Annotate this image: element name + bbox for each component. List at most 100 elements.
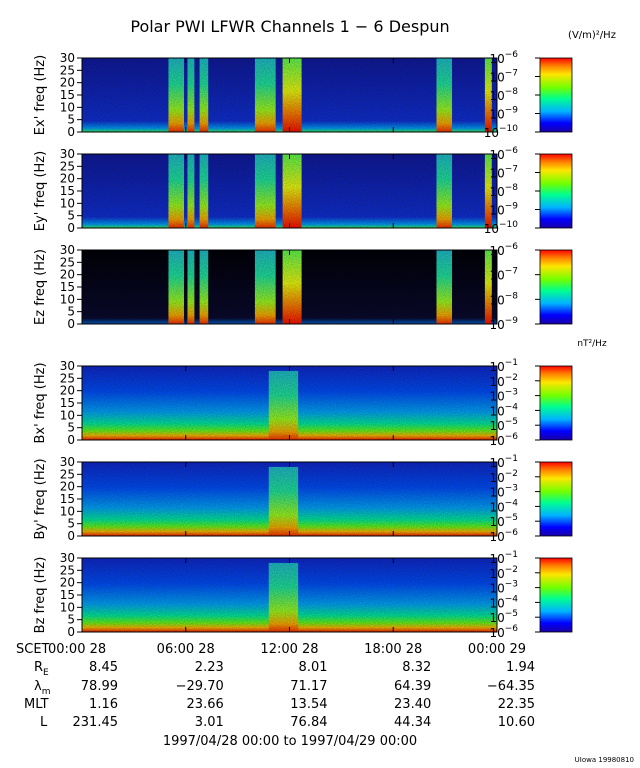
noise-texture — [82, 366, 497, 440]
y-tick-label: 10 — [60, 100, 75, 114]
y-axis-label: Ey' freq (Hz) — [33, 151, 48, 231]
colorbar-tick-label: 10−4 — [489, 594, 518, 610]
date-range: 1997/04/28 00:00 to 1997/04/29 00:00 — [163, 734, 417, 749]
colorbar-tick-label: 10−6 — [489, 432, 518, 448]
colorbar-unit-magnetic: nT²/Hz — [577, 339, 607, 349]
l-label: L — [40, 715, 48, 730]
y-tick-label: 20 — [60, 268, 75, 282]
colorbar-tick-label: 10−8 — [489, 291, 518, 307]
re-label: RE — [34, 660, 49, 678]
colorbar-tick-label: 10−5 — [489, 609, 518, 625]
colorbar-tick-label: 10−6 — [489, 146, 518, 162]
l-value: 76.84 — [290, 715, 327, 730]
y-axis-label: Bx' freq (Hz) — [33, 362, 48, 443]
ephemeris-table: SCET RE λm MLT L 00:00 28 8.45 78.99 1.16 23… — [16, 642, 535, 730]
y-tick-label: 10 — [60, 600, 75, 614]
y-tick-label: 0 — [67, 529, 75, 543]
colorbar — [539, 249, 573, 325]
re-value: 1.94 — [506, 660, 535, 675]
y-tick-label: 15 — [60, 588, 75, 602]
y-tick-label: 5 — [67, 113, 75, 127]
y-tick-label: 25 — [60, 467, 75, 481]
y-tick-label: 0 — [67, 433, 75, 447]
colorbar-tick-label: 10−4 — [489, 402, 518, 418]
noise-texture — [82, 154, 497, 228]
y-tick-label: 15 — [60, 280, 75, 294]
colorbar-tick-label: 10−3 — [489, 388, 518, 404]
colorbar-tick-label: 10−10 — [484, 124, 519, 140]
y-tick-label: 0 — [67, 625, 75, 639]
colorbar-tick-label: 10−1 — [489, 454, 518, 470]
y-tick-label: 5 — [67, 209, 75, 223]
figure-title: Polar PWI LFWR Channels 1 − 6 Despun — [130, 17, 449, 36]
l-value: 10.60 — [498, 715, 535, 730]
colorbar — [539, 153, 573, 229]
colorbar-tick-label: 10−10 — [484, 220, 519, 236]
y-tick-label: 25 — [60, 371, 75, 385]
colorbar-tick-label: 10−9 — [489, 202, 518, 218]
l-value: 44.34 — [394, 715, 431, 730]
colorbar-tick-label: 10−5 — [489, 513, 518, 529]
y-tick-label: 25 — [60, 63, 75, 77]
scet-value: 06:00 28 — [157, 642, 215, 657]
y-tick-label: 10 — [60, 504, 75, 518]
credit-stamp: UIowa 19980810 — [575, 756, 634, 764]
y-tick-label: 30 — [60, 551, 75, 565]
colorbar-tick-label: 10−9 — [489, 106, 518, 122]
y-axis-label: Ex' freq (Hz) — [33, 55, 48, 135]
lambda-value: 64.39 — [394, 679, 431, 694]
scet-value: 00:00 28 — [48, 642, 106, 657]
mlt-value: 22.35 — [498, 697, 535, 712]
y-tick-label: 25 — [60, 159, 75, 173]
y-tick-label: 30 — [60, 147, 75, 161]
scet-value: 18:00 28 — [364, 642, 422, 657]
y-axis-label: Ez freq (Hz) — [33, 249, 48, 325]
scet-label: SCET — [16, 642, 50, 657]
colorbar-tick-label: 10−1 — [489, 358, 518, 374]
re-value: 2.23 — [195, 660, 224, 675]
l-value: 3.01 — [195, 715, 224, 730]
scet-value: 00:00 29 — [468, 642, 526, 657]
y-tick-label: 5 — [67, 613, 75, 627]
scet-value: 12:00 28 — [260, 642, 318, 657]
y-tick-label: 30 — [60, 359, 75, 373]
y-tick-label: 25 — [60, 255, 75, 269]
noise-texture — [82, 58, 497, 132]
y-tick-label: 30 — [60, 455, 75, 469]
lambda-value: 71.17 — [290, 679, 327, 694]
y-tick-label: 25 — [60, 563, 75, 577]
y-tick-label: 5 — [67, 305, 75, 319]
y-tick-label: 10 — [60, 292, 75, 306]
mlt-value: 23.40 — [394, 697, 431, 712]
re-value: 8.01 — [299, 660, 328, 675]
colorbar-tick-label: 10−6 — [489, 528, 518, 544]
mlt-label: MLT — [24, 697, 49, 712]
colorbar-tick-label: 10−8 — [489, 87, 518, 103]
colorbar-tick-label: 10−1 — [489, 550, 518, 566]
colorbar-tick-label: 10−5 — [489, 417, 518, 433]
l-value: 231.45 — [73, 715, 119, 730]
y-tick-label: 10 — [60, 196, 75, 210]
y-tick-label: 15 — [60, 88, 75, 102]
colorbar-tick-label: 10−6 — [489, 624, 518, 640]
y-tick-label: 15 — [60, 492, 75, 506]
mlt-value: 1.16 — [89, 697, 118, 712]
noise-texture — [82, 558, 497, 632]
y-tick-label: 0 — [67, 317, 75, 331]
y-tick-label: 20 — [60, 576, 75, 590]
colorbar-tick-label: 10−3 — [489, 484, 518, 500]
y-tick-label: 20 — [60, 384, 75, 398]
y-tick-label: 10 — [60, 408, 75, 422]
colorbar-tick-label: 10−7 — [489, 69, 518, 85]
y-tick-label: 5 — [67, 421, 75, 435]
colorbar-tick-label: 10−7 — [489, 267, 518, 283]
y-tick-label: 20 — [60, 76, 75, 90]
colorbar-tick-label: 10−4 — [489, 498, 518, 514]
colorbar-tick-label: 10−6 — [489, 50, 518, 66]
noise-texture — [82, 250, 497, 324]
y-tick-label: 20 — [60, 172, 75, 186]
